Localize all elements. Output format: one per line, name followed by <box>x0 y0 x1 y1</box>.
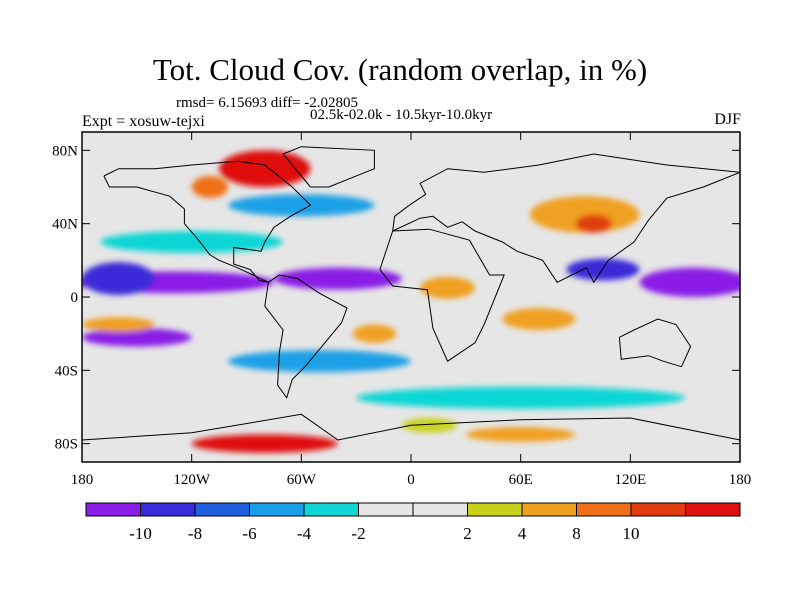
anomaly-region <box>566 258 640 281</box>
colorbar-label: -10 <box>129 524 152 543</box>
map-background <box>82 132 740 462</box>
coastline <box>264 274 348 399</box>
coastline <box>82 413 740 441</box>
colorbar-swatch <box>358 502 414 517</box>
anomaly-region <box>82 328 192 347</box>
anomaly-region <box>273 267 402 290</box>
anomaly-region <box>100 231 284 253</box>
lat-tick-label: 80S <box>55 437 78 453</box>
anomaly-region <box>420 276 475 299</box>
anomaly-region <box>356 386 686 409</box>
colorbar-swatch <box>630 502 686 517</box>
anomaly-field <box>82 150 740 453</box>
colorbar-swatch <box>467 502 523 517</box>
lon-tick-label: 60W <box>287 472 317 488</box>
colorbar-swatch <box>140 502 196 517</box>
colorbar-swatch <box>412 502 468 517</box>
coastline <box>618 318 692 368</box>
anomaly-region <box>529 196 640 233</box>
anomaly-region <box>502 308 576 330</box>
anomaly-region <box>191 176 229 198</box>
anomaly-region <box>219 150 311 188</box>
coastline <box>103 160 312 283</box>
lat-tick-label: 40S <box>55 363 78 379</box>
coastline <box>282 146 375 188</box>
colorbar-label: 4 <box>518 524 527 543</box>
colorbar-swatch <box>685 502 741 517</box>
lon-tick-label: 180 <box>729 472 752 488</box>
colorbar: -10 -8 -6 -4 -2 2 4 8 10 <box>85 502 741 543</box>
anomaly-region <box>352 324 397 343</box>
anomaly-region <box>228 194 375 217</box>
colorbar-label: -2 <box>351 524 365 543</box>
colorbar-swatch <box>576 502 632 517</box>
lat-tick-label: 40N <box>52 217 78 233</box>
colorbar-label: 10 <box>623 524 640 543</box>
anomaly-region <box>401 418 457 433</box>
lon-tick-label: 120E <box>614 472 646 488</box>
period-label: 02.5k-02.0k - 10.5kyr-10.0kyr <box>310 107 493 123</box>
latitude-axis: 80N 40N 0 40S 80S <box>52 143 740 453</box>
colorbar-label: -4 <box>297 524 312 543</box>
lon-tick-label: 0 <box>407 472 415 488</box>
map-title: Tot. Cloud Cov. (random overlap, in %) <box>152 52 648 87</box>
anomaly-region <box>82 262 156 296</box>
map-panel <box>81 131 741 463</box>
coastlines <box>82 146 740 441</box>
coastline <box>379 228 505 362</box>
coastline <box>392 153 740 284</box>
anomaly-region <box>575 214 613 233</box>
season-label: DJF <box>714 111 741 128</box>
colorbar-swatch <box>85 502 141 517</box>
anomaly-region <box>228 350 411 373</box>
lon-tick-label: 120W <box>173 472 211 488</box>
lat-tick-label: 0 <box>71 290 79 306</box>
longitude-axis: 180 120W 60W 0 60E 120E 180 <box>71 132 752 488</box>
experiment-label: Expt = xosuw-tejxi <box>82 113 205 130</box>
colorbar-label: -8 <box>188 524 202 543</box>
lon-tick-label: 60E <box>509 472 533 488</box>
lon-tick-label: 180 <box>71 472 94 488</box>
colorbar-label: 2 <box>463 524 472 543</box>
colorbar-label: -6 <box>242 524 256 543</box>
colorbar-label: 8 <box>572 524 581 543</box>
stats-label: rmsd= 6.15693 diff= -2.02805 <box>176 95 359 111</box>
colorbar-swatch <box>249 502 305 517</box>
colorbar-swatch <box>194 502 250 517</box>
anomaly-region <box>191 434 338 453</box>
anomaly-region <box>82 317 156 332</box>
lat-tick-label: 80N <box>52 143 78 159</box>
anomaly-region <box>639 267 740 297</box>
anomaly-region <box>465 427 576 442</box>
colorbar-swatch <box>521 502 577 517</box>
colorbar-swatch <box>303 502 359 517</box>
